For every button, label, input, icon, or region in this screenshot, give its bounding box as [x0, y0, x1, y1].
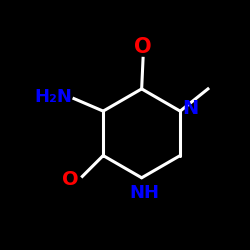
- Text: O: O: [134, 37, 152, 57]
- Text: NH: NH: [130, 184, 160, 202]
- Text: N: N: [182, 99, 199, 118]
- Text: O: O: [62, 170, 79, 189]
- Text: H₂N: H₂N: [34, 88, 72, 106]
